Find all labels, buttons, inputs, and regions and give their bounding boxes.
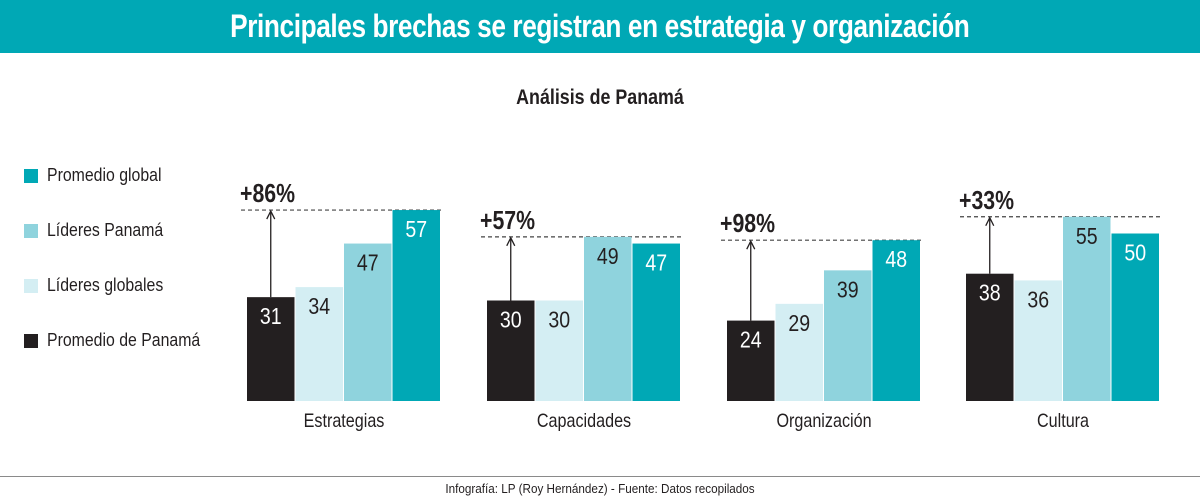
bar-value-label: 30 bbox=[500, 307, 522, 333]
bar-capacidades-lideres-globales bbox=[535, 300, 583, 401]
gap-arrow-head bbox=[746, 239, 756, 250]
bar-value-label: 48 bbox=[885, 247, 907, 273]
gap-arrow-head bbox=[266, 209, 276, 220]
legend-item-promedio-global: Promedio global bbox=[24, 165, 177, 186]
category-label: Capacidades bbox=[537, 410, 631, 432]
bar-value-label: 30 bbox=[548, 307, 570, 333]
title-band: Principales brechas se registran en estr… bbox=[0, 0, 1200, 53]
gap-annotation: +33% bbox=[959, 186, 1014, 216]
bar-value-label: 24 bbox=[740, 327, 762, 353]
bar-estrategias-lideres-panama bbox=[344, 243, 392, 401]
bar-estrategias-promedio-global bbox=[392, 210, 440, 401]
bar-cultura-lideres-globales bbox=[1014, 280, 1062, 401]
bar-organizacion-lideres-panama bbox=[824, 270, 872, 401]
bar-capacidades-promedio-global bbox=[632, 243, 680, 401]
gap-annotation: +98% bbox=[720, 209, 775, 239]
bar-value-label: 57 bbox=[405, 217, 427, 243]
bar-value-label: 38 bbox=[979, 280, 1001, 306]
bar-value-label: 34 bbox=[308, 294, 330, 320]
legend-swatch-lideres-panama bbox=[24, 223, 38, 238]
bar-cultura-promedio-global bbox=[1111, 233, 1159, 401]
bar-chart: 31 34 47 57 +86% Estrategias 30 30 49 47 +57% Capac… bbox=[240, 179, 1162, 432]
bar-estrategias-promedio-de-panama bbox=[247, 297, 295, 401]
gap-annotation: +86% bbox=[240, 179, 295, 209]
bar-value-label: 36 bbox=[1027, 287, 1049, 313]
gap-arrow-head bbox=[506, 236, 516, 247]
bar-cultura-promedio-de-panama bbox=[966, 273, 1014, 401]
page-title: Principales brechas se registran en estr… bbox=[230, 8, 970, 44]
legend-swatch-lideres-globales bbox=[24, 278, 38, 293]
bar-value-label: 29 bbox=[788, 310, 810, 336]
bar-value-label: 39 bbox=[837, 277, 859, 303]
bar-value-label: 55 bbox=[1076, 223, 1098, 249]
footer-credit: Infografía: LP (Roy Hernández) - Fuente:… bbox=[445, 481, 755, 496]
category-label: Organización bbox=[776, 410, 871, 432]
bar-value-label: 47 bbox=[645, 250, 667, 276]
category-label: Estrategias bbox=[304, 410, 385, 432]
bar-value-label: 50 bbox=[1124, 240, 1146, 266]
bar-capacidades-lideres-panama bbox=[584, 236, 632, 401]
bar-organizacion-promedio-global bbox=[872, 240, 920, 401]
legend-label: Promedio de Panamá bbox=[47, 330, 201, 350]
chart-subtitle: Análisis de Panamá bbox=[516, 86, 684, 109]
legend-item-promedio-panama: Promedio de Panamá bbox=[24, 330, 221, 351]
gap-annotation: +57% bbox=[480, 206, 535, 236]
bar-organizacion-promedio-de-panama bbox=[727, 320, 775, 401]
bar-organizacion-lideres-globales bbox=[775, 303, 823, 401]
bar-estrategias-lideres-globales bbox=[295, 287, 343, 401]
legend-label: Líderes Panamá bbox=[47, 220, 164, 240]
category-label: Cultura bbox=[1037, 410, 1089, 432]
legend-swatch-promedio-global bbox=[24, 168, 38, 183]
bar-value-label: 49 bbox=[597, 243, 619, 269]
bar-value-label: 31 bbox=[260, 304, 282, 330]
bar-capacidades-promedio-de-panama bbox=[487, 300, 535, 401]
legend-item-lideres-panama: Líderes Panamá bbox=[24, 220, 179, 241]
legend-label: Promedio global bbox=[47, 165, 162, 185]
bar-value-label: 47 bbox=[357, 250, 379, 276]
legend-item-lideres-globales: Líderes globales bbox=[24, 275, 179, 296]
footer-divider bbox=[0, 476, 1200, 477]
legend-label: Líderes globales bbox=[47, 275, 164, 295]
bar-cultura-lideres-panama bbox=[1063, 216, 1111, 401]
gap-arrow-head bbox=[985, 216, 995, 227]
legend-swatch-promedio-panama bbox=[24, 333, 38, 348]
